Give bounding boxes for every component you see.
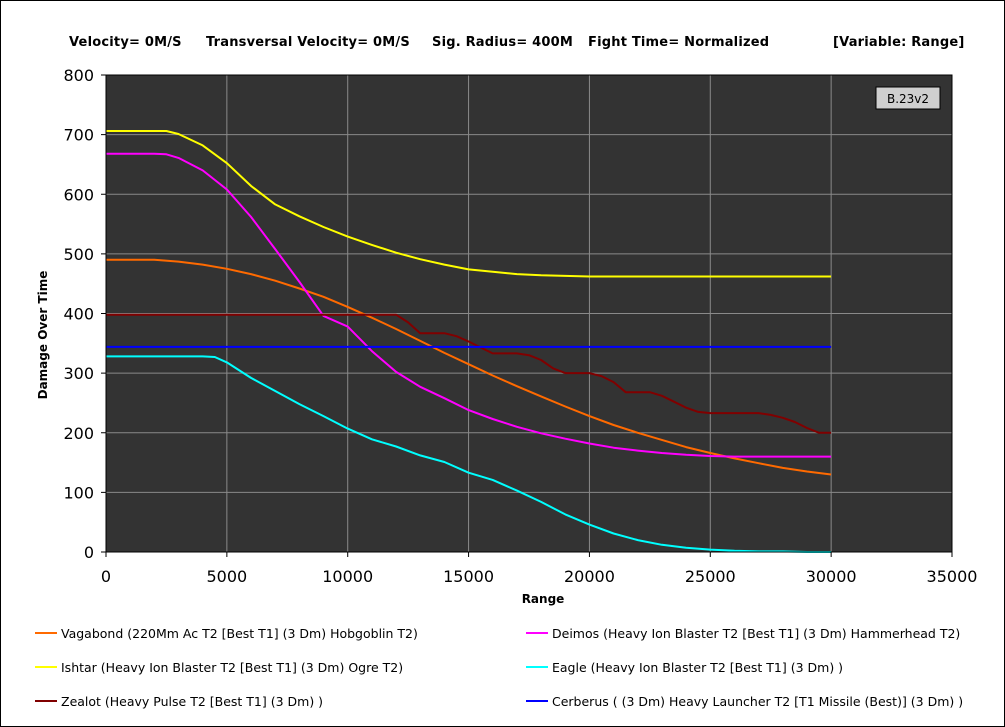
version-badge: B.23v2 <box>875 86 941 110</box>
y-tick-label: 400 <box>63 305 94 324</box>
y-tick-label: 0 <box>84 543 94 562</box>
legend-label: Vagabond (220Mm Ac T2 [Best T1] (3 Dm) H… <box>61 625 418 641</box>
legend-swatch <box>526 700 548 702</box>
x-tick-label: 35000 <box>927 567 978 586</box>
legend-label: Deimos (Heavy Ion Blaster T2 [Best T1] (… <box>552 625 961 641</box>
y-tick-label: 200 <box>63 424 94 443</box>
y-tick-label: 600 <box>63 185 94 204</box>
legend-item: Deimos (Heavy Ion Blaster T2 [Best T1] (… <box>526 625 960 641</box>
velocity-label: Velocity= 0M/S <box>69 35 182 50</box>
legend-swatch <box>35 666 57 668</box>
x-axis-label: Range <box>522 592 565 606</box>
legend-item: Eagle (Heavy Ion Blaster T2 [Best T1] (3… <box>526 659 843 675</box>
legend-label: Eagle (Heavy Ion Blaster T2 [Best T1] (3… <box>552 659 844 675</box>
fight-time-label: Fight Time= Normalized <box>588 35 770 50</box>
version-label: B.23v2 <box>887 92 929 106</box>
x-tick-label: 10000 <box>322 567 373 586</box>
variable-label: [Variable: Range] <box>833 35 965 50</box>
legend-swatch <box>526 632 548 634</box>
legend-item: Cerberus ( (3 Dm) Heavy Launcher T2 [T1 … <box>526 693 963 709</box>
legend-swatch <box>35 632 57 634</box>
x-tick-label: 5000 <box>206 567 247 586</box>
y-tick-label: 100 <box>63 483 94 502</box>
series-line-4 <box>106 355 832 553</box>
legend-item: Vagabond (220Mm Ac T2 [Best T1] (3 Dm) H… <box>35 625 418 641</box>
transversal-velocity-label: Transversal Velocity= 0M/S <box>206 35 410 50</box>
legend-item: Zealot (Heavy Pulse T2 [Best T1] (3 Dm) … <box>35 693 323 709</box>
y-tick-label: 500 <box>63 245 94 264</box>
axis-ticks: 0 5000 10000 15000 20000 25000 30000 35000 0 100 2… <box>63 66 977 586</box>
legend-swatch <box>35 700 57 702</box>
series-line-3 <box>106 130 832 278</box>
x-tick-label: 30000 <box>806 567 857 586</box>
sig-radius-label: Sig. Radius= 400M <box>432 35 574 50</box>
x-tick-label: 15000 <box>443 567 494 586</box>
legend-swatch <box>526 666 548 668</box>
series-line-2 <box>106 152 832 458</box>
legend-label: Zealot (Heavy Pulse T2 [Best T1] (3 Dm) … <box>61 693 324 709</box>
x-tick-label: 20000 <box>564 567 615 586</box>
legend-label: Ishtar (Heavy Ion Blaster T2 [Best T1] (… <box>61 659 404 675</box>
y-axis-label: Damage Over Time <box>36 271 50 400</box>
y-tick-label: 800 <box>63 66 94 85</box>
x-tick-label: 25000 <box>685 567 736 586</box>
y-tick-label: 700 <box>63 126 94 145</box>
legend-label: Cerberus ( (3 Dm) Heavy Launcher T2 [T1 … <box>552 693 964 709</box>
x-tick-label: 0 <box>101 567 111 586</box>
legend-item: Ishtar (Heavy Ion Blaster T2 [Best T1] (… <box>35 659 403 675</box>
y-tick-label: 300 <box>63 364 94 383</box>
gridlines <box>106 75 952 552</box>
series-lines <box>106 130 832 553</box>
series-line-1 <box>106 258 832 476</box>
series-line-5 <box>106 313 832 434</box>
